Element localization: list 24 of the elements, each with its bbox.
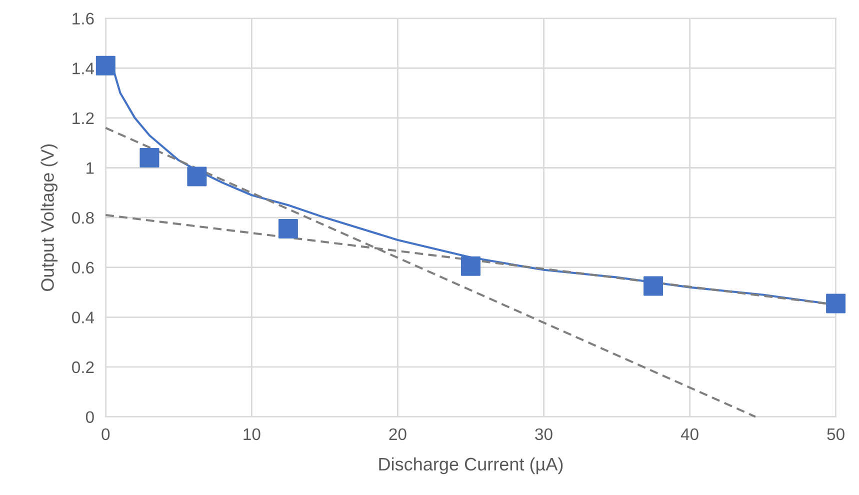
point: [96, 56, 116, 76]
x-axis-title: Discharge Current (µA): [379, 457, 563, 474]
x-tick-label: 20: [389, 428, 406, 440]
x-tick-label: 0: [102, 428, 110, 440]
y-tick-label: 0.4: [72, 312, 94, 324]
point: [644, 276, 664, 296]
x-tick-label: 10: [244, 428, 260, 440]
point: [278, 219, 298, 239]
point: [460, 256, 480, 276]
x-tick-label: 50: [827, 428, 844, 440]
y-tick-label: 0.2: [72, 361, 94, 374]
y-tick-label: 1.6: [72, 12, 94, 25]
y-tick-label: 1.4: [72, 62, 94, 74]
point: [140, 148, 160, 168]
y-axis-title: Output Voltage (V): [40, 144, 58, 291]
point: [187, 166, 207, 186]
x-tick-label: 40: [680, 428, 698, 440]
y-tick-label: 0.6: [72, 262, 94, 274]
y-tick-label: 0: [86, 411, 94, 423]
y-tick-label: 1: [86, 162, 94, 174]
x-tick-label: 30: [535, 428, 552, 440]
y-tick-label: 0.8: [72, 212, 94, 224]
point: [826, 294, 846, 314]
y-tick-label: 1.2: [72, 112, 94, 124]
